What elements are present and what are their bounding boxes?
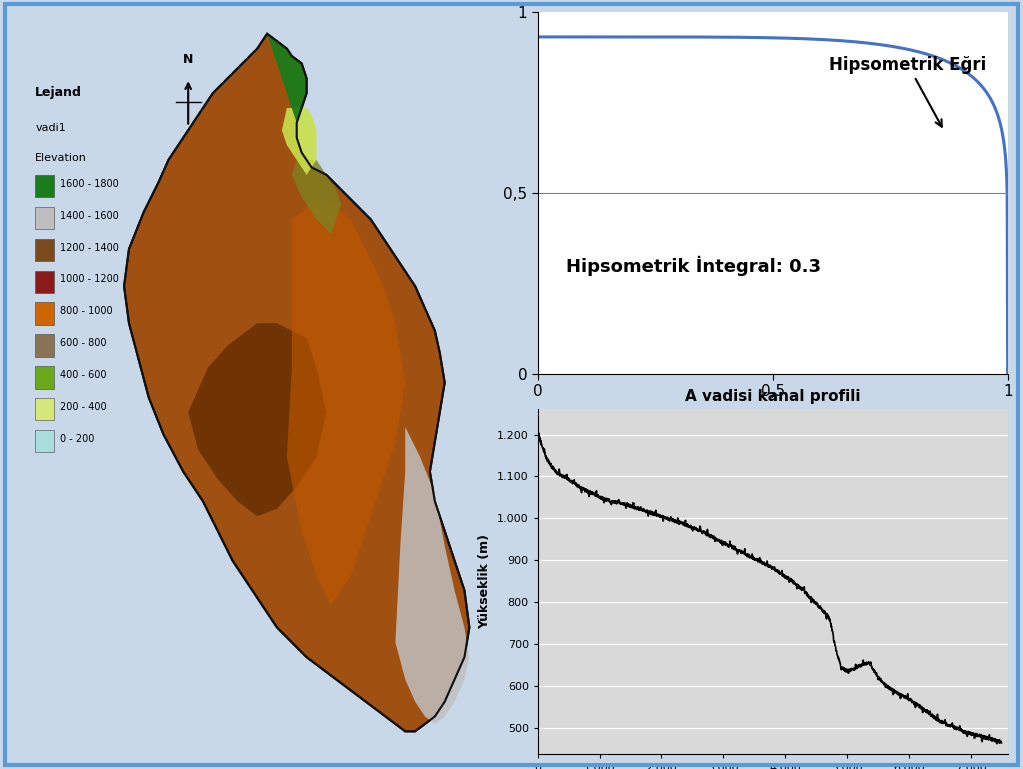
Text: 1200 - 1400: 1200 - 1400 — [60, 242, 119, 252]
Text: N: N — [183, 54, 193, 66]
Bar — [35, 238, 54, 261]
Polygon shape — [282, 108, 316, 175]
Text: 1400 - 1600: 1400 - 1600 — [60, 211, 119, 221]
Text: 200 - 400: 200 - 400 — [60, 402, 106, 412]
Text: Hipsometrik İntegral: 0.3: Hipsometrik İntegral: 0.3 — [566, 256, 821, 277]
Text: 1600 - 1800: 1600 - 1800 — [60, 178, 119, 188]
Text: Hipsometrik Eğri: Hipsometrik Eğri — [829, 55, 986, 127]
Text: 400 - 600: 400 - 600 — [60, 370, 106, 380]
Bar — [35, 271, 54, 293]
Bar — [35, 335, 54, 357]
Text: 0 - 200: 0 - 200 — [60, 434, 94, 444]
Text: Elevation: Elevation — [35, 152, 87, 162]
Bar — [35, 175, 54, 197]
Polygon shape — [124, 34, 470, 731]
Y-axis label: Yükseklik (m): Yükseklik (m) — [479, 534, 491, 629]
Polygon shape — [395, 427, 470, 724]
Text: 1000 - 1200: 1000 - 1200 — [60, 275, 119, 285]
Polygon shape — [188, 323, 326, 516]
Bar — [35, 302, 54, 325]
Bar — [35, 430, 54, 452]
Text: 600 - 800: 600 - 800 — [60, 338, 106, 348]
Text: vadi1: vadi1 — [35, 123, 66, 133]
Polygon shape — [267, 34, 307, 123]
Title: A vadisi kanal profili: A vadisi kanal profili — [685, 389, 860, 404]
Polygon shape — [286, 205, 405, 605]
Text: Lejand: Lejand — [35, 85, 82, 98]
Polygon shape — [292, 160, 341, 234]
Text: 800 - 1000: 800 - 1000 — [60, 306, 113, 316]
Bar — [35, 207, 54, 229]
Bar — [35, 366, 54, 388]
Bar — [35, 398, 54, 421]
